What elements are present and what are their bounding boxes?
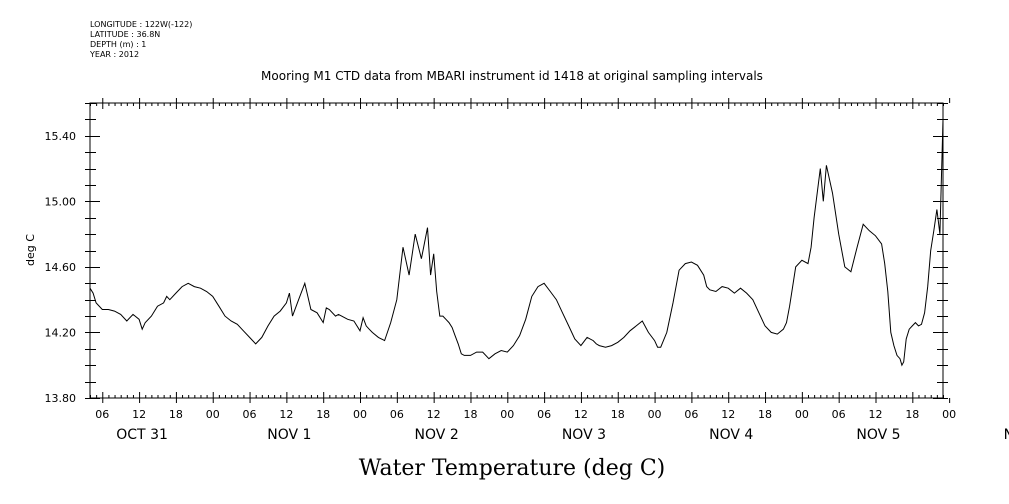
x-tick-label: 12 [868, 408, 882, 421]
date-label: NOV 4 [709, 427, 753, 443]
x-tick-label: 12 [427, 408, 441, 421]
date-labels: OCT 31 NOV 1 NOV 2 NOV 3 NOV 4 NOV 5 NOV 6 [116, 427, 1009, 443]
x-tick-label: 00 [942, 408, 956, 421]
x-tick-label: 00 [353, 408, 367, 421]
x-tick-label: 12 [721, 408, 735, 421]
y-tick-label: 15.00 [45, 195, 77, 208]
longitude-text: LONGITUDE : 122W(-122) [90, 20, 193, 29]
metadata-block: LONGITUDE : 122W(-122) LATITUDE : 36.8N … [90, 20, 192, 60]
date-label: OCT 31 [116, 427, 168, 443]
y-tick-label: 14.60 [45, 261, 77, 274]
x-tick-label: 12 [279, 408, 293, 421]
date-label: NOV 1 [267, 427, 311, 443]
x-tick-label: 18 [169, 408, 183, 421]
series-line-water-temperature [89, 119, 944, 367]
y-tick-label: 15.40 [45, 130, 77, 143]
date-label: NOV 3 [562, 427, 606, 443]
x-tick-label: 18 [316, 408, 330, 421]
y-tick-label: 14.20 [45, 326, 77, 339]
x-tick-label: 06 [243, 408, 257, 421]
x-tick-label: 18 [905, 408, 919, 421]
y-tick-labels: 13.80 14.20 14.60 15.00 15.40 [45, 130, 77, 405]
chart-title: Mooring M1 CTD data from MBARI instrumen… [261, 69, 763, 83]
x-tick-label: 18 [758, 408, 772, 421]
x-tick-label: 00 [795, 408, 809, 421]
y-tick-label: 13.80 [45, 392, 77, 405]
y-axis-label: deg C [24, 234, 37, 266]
x-tick-label: 18 [611, 408, 625, 421]
depth-text: DEPTH (m) : 1 [90, 40, 147, 49]
x-tick-label: 12 [132, 408, 146, 421]
x-axis-title: Water Temperature (deg C) [359, 456, 666, 481]
x-tick-label: 12 [574, 408, 588, 421]
date-label: NOV 5 [856, 427, 900, 443]
plot-frame [89, 102, 944, 399]
x-tick-label: 00 [648, 408, 662, 421]
x-tick-label: 00 [500, 408, 514, 421]
x-tick-label: 06 [684, 408, 698, 421]
x-tick-label: 06 [832, 408, 846, 421]
x-tick-label: 06 [95, 408, 109, 421]
date-label: NOV 6 [1004, 427, 1009, 443]
x-tick-label: 06 [537, 408, 551, 421]
x-tick-label: 06 [390, 408, 404, 421]
year-text: YEAR : 2012 [90, 50, 140, 59]
date-label: NOV 2 [415, 427, 459, 443]
x-tick-labels: 06 12 18 00 06 12 18 00 06 12 18 00 06 12 18 00 06 12 18 00… [95, 408, 956, 421]
x-tick-label: 00 [206, 408, 220, 421]
axis-ticks [85, 98, 951, 403]
x-tick-label: 18 [463, 408, 477, 421]
latitude-text: LATITUDE : 36.8N [90, 30, 161, 39]
